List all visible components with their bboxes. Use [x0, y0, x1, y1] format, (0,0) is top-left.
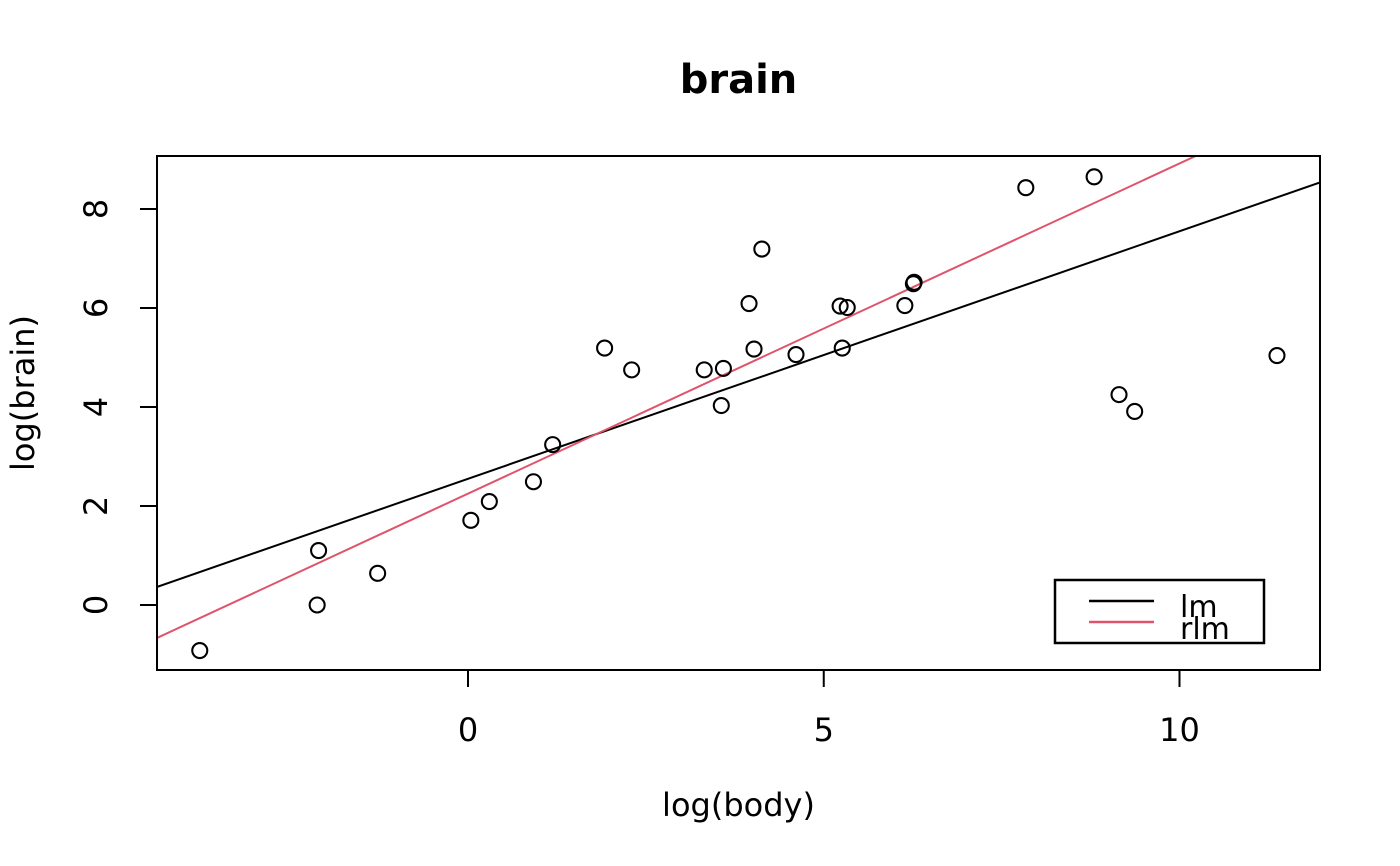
data-point: [787, 345, 805, 364]
legend-label-rlm: rlm: [1180, 612, 1230, 647]
data-point: [1268, 346, 1286, 365]
data-point: [905, 273, 923, 291]
chart-title: brain: [679, 57, 798, 103]
data-point: [462, 511, 480, 529]
data-point: [831, 297, 849, 315]
y-tick-label: 4: [77, 397, 115, 417]
data-point: [753, 240, 771, 258]
data-point: [544, 436, 562, 454]
data-point: [745, 340, 763, 358]
data-point: [369, 564, 387, 582]
data-point: [712, 396, 730, 415]
data-point: [1017, 179, 1035, 197]
data-point: [623, 361, 641, 379]
y-tick-label: 6: [77, 298, 115, 318]
data-point: [310, 541, 328, 560]
data-point: [1110, 386, 1128, 404]
x-tick-label: 5: [814, 711, 834, 749]
data-point: [896, 296, 914, 315]
x-tick-label: 10: [1159, 711, 1200, 749]
rlm-regression-line: [157, 156, 1198, 639]
legend-box: [1053, 578, 1266, 645]
data-point: [308, 596, 326, 614]
data-point: [833, 339, 851, 357]
data-point: [695, 361, 713, 379]
data-point: [480, 492, 498, 511]
plot-box: [156, 155, 1321, 671]
fit-lines-group: [157, 156, 1320, 639]
data-points-group: [191, 168, 1286, 660]
x-tick-label: 0: [458, 711, 478, 749]
data-point: [1085, 168, 1103, 186]
data-point: [740, 294, 758, 313]
y-tick-label: 2: [77, 496, 115, 516]
data-point: [524, 473, 543, 491]
y-tick-label: 0: [77, 595, 115, 615]
lm-regression-line: [157, 181, 1320, 588]
data-point: [838, 298, 856, 317]
y-tick-label: 8: [77, 199, 115, 219]
data-point: [596, 339, 614, 357]
data-point: [1126, 402, 1144, 421]
data-point: [191, 641, 209, 660]
x-axis-label: log(body): [662, 786, 815, 824]
data-point: [714, 359, 732, 377]
legend-label-lm: lm: [1180, 590, 1218, 625]
